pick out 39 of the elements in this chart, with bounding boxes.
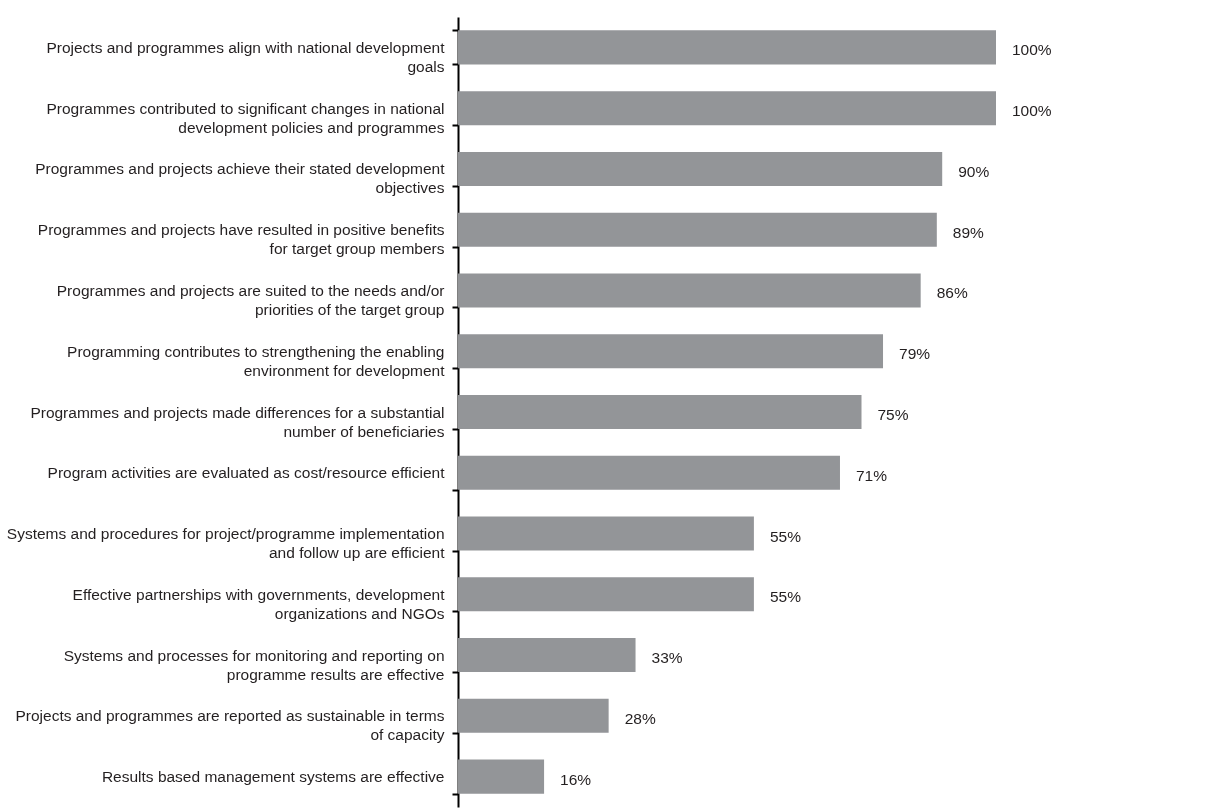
y-tick-label: Projects and programmes align with national development goals	[46, 38, 446, 75]
y-tick-label: Projects and programmes are reported as sustainable in terms of capacity	[15, 707, 445, 744]
bar	[458, 577, 754, 612]
bar	[458, 212, 937, 247]
bar	[458, 30, 996, 65]
data-label: 71%	[855, 466, 888, 484]
y-tick-label: Programmes and projects have resulted in positive benefits for target group members	[37, 221, 445, 258]
data-label: 89%	[952, 223, 985, 241]
bar	[458, 759, 545, 794]
y-tick-label: Systems and processes for monitoring and reporting on programme results are effective	[63, 646, 445, 683]
y-tick-label: Programmes contributed to significant changes in national development policies and programmes	[46, 99, 445, 136]
y-tick-label: Programmes and projects are suited to the needs and/or priorities of the target group	[56, 281, 445, 318]
bar	[458, 455, 840, 490]
bar	[458, 698, 609, 733]
y-tick-label: Program activities are evaluated as cost/resource efficient	[47, 464, 446, 482]
y-tick-label: Programmes and projects made differences for a substantial number of beneficiaries	[30, 403, 445, 440]
data-label: 100%	[1012, 102, 1052, 120]
data-label: 28%	[624, 709, 656, 727]
bar	[458, 273, 921, 308]
y-tick-label: Programmes and projects achieve their stated development objectives	[35, 160, 446, 197]
y-tick-label: Systems and procedures for project/programme implementation and follow up are efficient	[6, 525, 446, 562]
y-tick-label: Effective partnerships with governments, development organizations and NGOs	[72, 585, 446, 622]
data-label: 55%	[769, 588, 802, 606]
data-label: 79%	[899, 345, 931, 363]
bar	[458, 638, 636, 673]
data-label: 16%	[560, 770, 592, 788]
data-label: 86%	[936, 284, 968, 302]
bar	[458, 151, 943, 186]
data-label: 33%	[651, 649, 683, 667]
bar	[458, 91, 996, 126]
y-tick-label: Programming contributes to strengthening the enabling environment for development	[67, 342, 446, 379]
data-label: 55%	[769, 527, 802, 545]
data-label: 100%	[1012, 41, 1052, 59]
bar	[458, 334, 884, 369]
bar	[458, 394, 862, 430]
data-label: 90%	[958, 162, 990, 180]
data-label: 75%	[877, 406, 909, 423]
bar	[458, 516, 754, 551]
y-tick-label: Results based management systems are effective	[101, 768, 445, 786]
